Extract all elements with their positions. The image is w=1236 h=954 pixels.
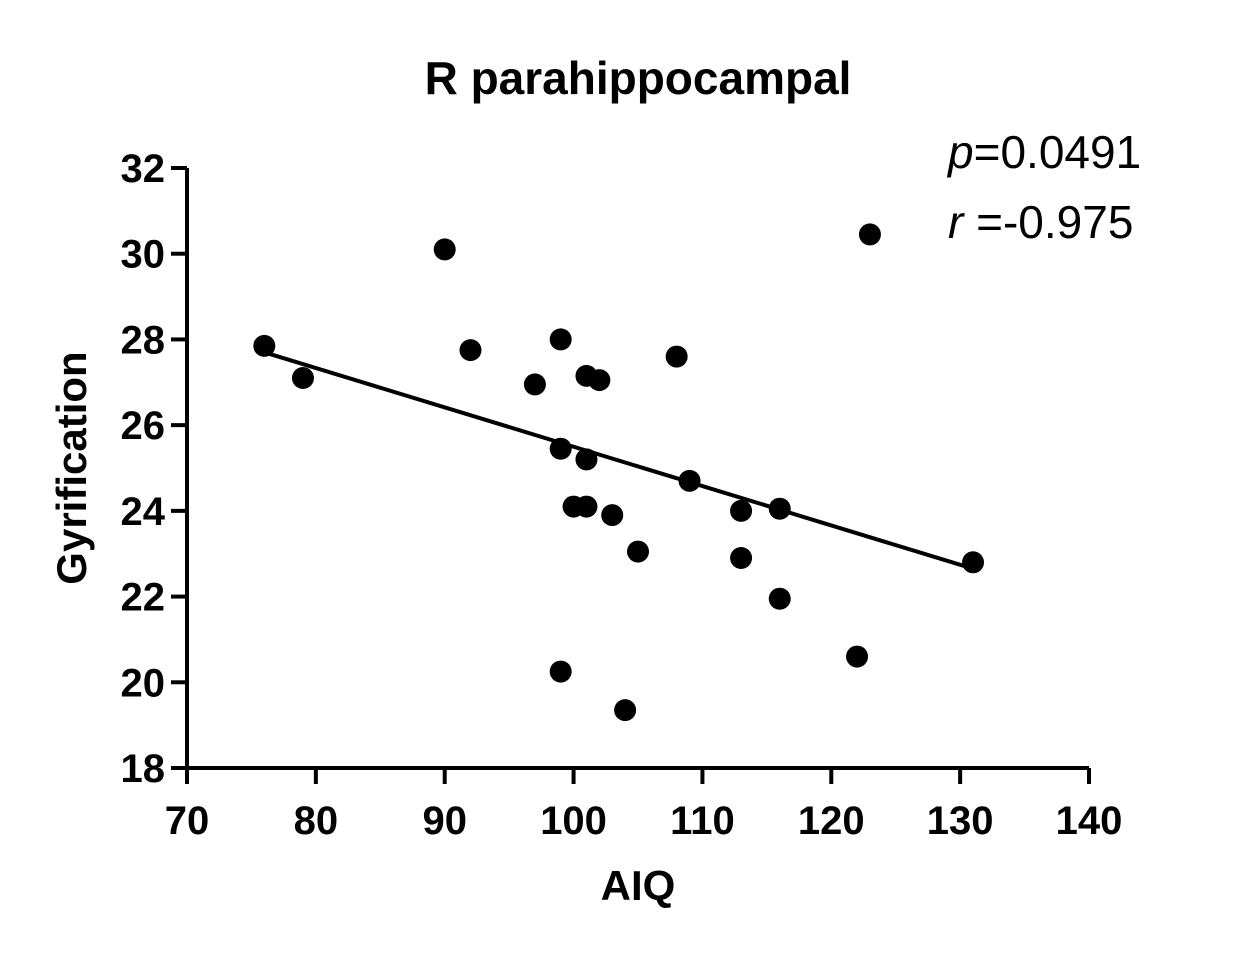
data-point [253, 334, 276, 357]
p-symbol: p [946, 126, 974, 178]
data-point [291, 367, 314, 389]
y-tick-label: 26 [121, 404, 166, 448]
x-tick-label: 120 [798, 799, 865, 843]
x-tick-label: 110 [670, 799, 735, 843]
data-point [459, 339, 482, 362]
y-tick-label: 32 [121, 147, 166, 191]
r-value-annotation: r =-0.975 [948, 196, 1133, 248]
y-tick-label: 24 [121, 490, 166, 534]
regression-line [263, 350, 974, 571]
x-tick-label: 140 [1056, 799, 1123, 843]
y-tick-label: 20 [121, 661, 166, 705]
stat-annotation: p=0.0491 r =-0.975 [946, 126, 1141, 248]
data-point [858, 223, 881, 246]
data-point [523, 373, 546, 396]
data-point [846, 645, 869, 668]
data-point [768, 497, 791, 520]
x-tick-label: 130 [927, 799, 994, 843]
data-point [962, 551, 985, 574]
data-point [549, 328, 572, 351]
y-axis-label: Gyrification [48, 351, 95, 584]
y-axis: 18 20 22 24 26 28 30 32 [121, 147, 189, 791]
p-value-annotation: p=0.0491 [946, 126, 1141, 178]
x-tick-label: 100 [540, 799, 607, 843]
regression-line-group [263, 350, 974, 571]
data-point [549, 660, 572, 683]
data-point [433, 238, 456, 261]
data-point [678, 469, 701, 492]
r-symbol: r [948, 196, 965, 248]
data-point [665, 345, 688, 368]
data-point [549, 437, 572, 460]
x-tick-label: 90 [422, 799, 467, 843]
y-tick-label: 28 [121, 318, 166, 362]
data-point [575, 495, 598, 518]
x-axis-label: AIQ [601, 862, 676, 909]
data-point [575, 448, 598, 471]
data-point [730, 547, 753, 569]
data-point [588, 369, 611, 392]
x-tick-label: 80 [294, 799, 339, 843]
data-point [768, 587, 791, 610]
r-value: =-0.975 [963, 196, 1133, 248]
data-point [614, 699, 637, 722]
x-axis: 70 80 90 100 110 120 130 140 [165, 766, 1123, 843]
data-points [253, 223, 985, 722]
p-value: =0.0491 [974, 126, 1142, 178]
chart-title: R parahippocampal [425, 52, 852, 104]
data-point [627, 540, 649, 563]
y-tick-label: 30 [121, 233, 166, 277]
data-point [601, 504, 624, 527]
x-tick-label: 70 [165, 799, 210, 843]
y-tick-label: 18 [121, 747, 166, 791]
data-point [730, 499, 753, 522]
y-tick-label: 22 [121, 576, 166, 620]
